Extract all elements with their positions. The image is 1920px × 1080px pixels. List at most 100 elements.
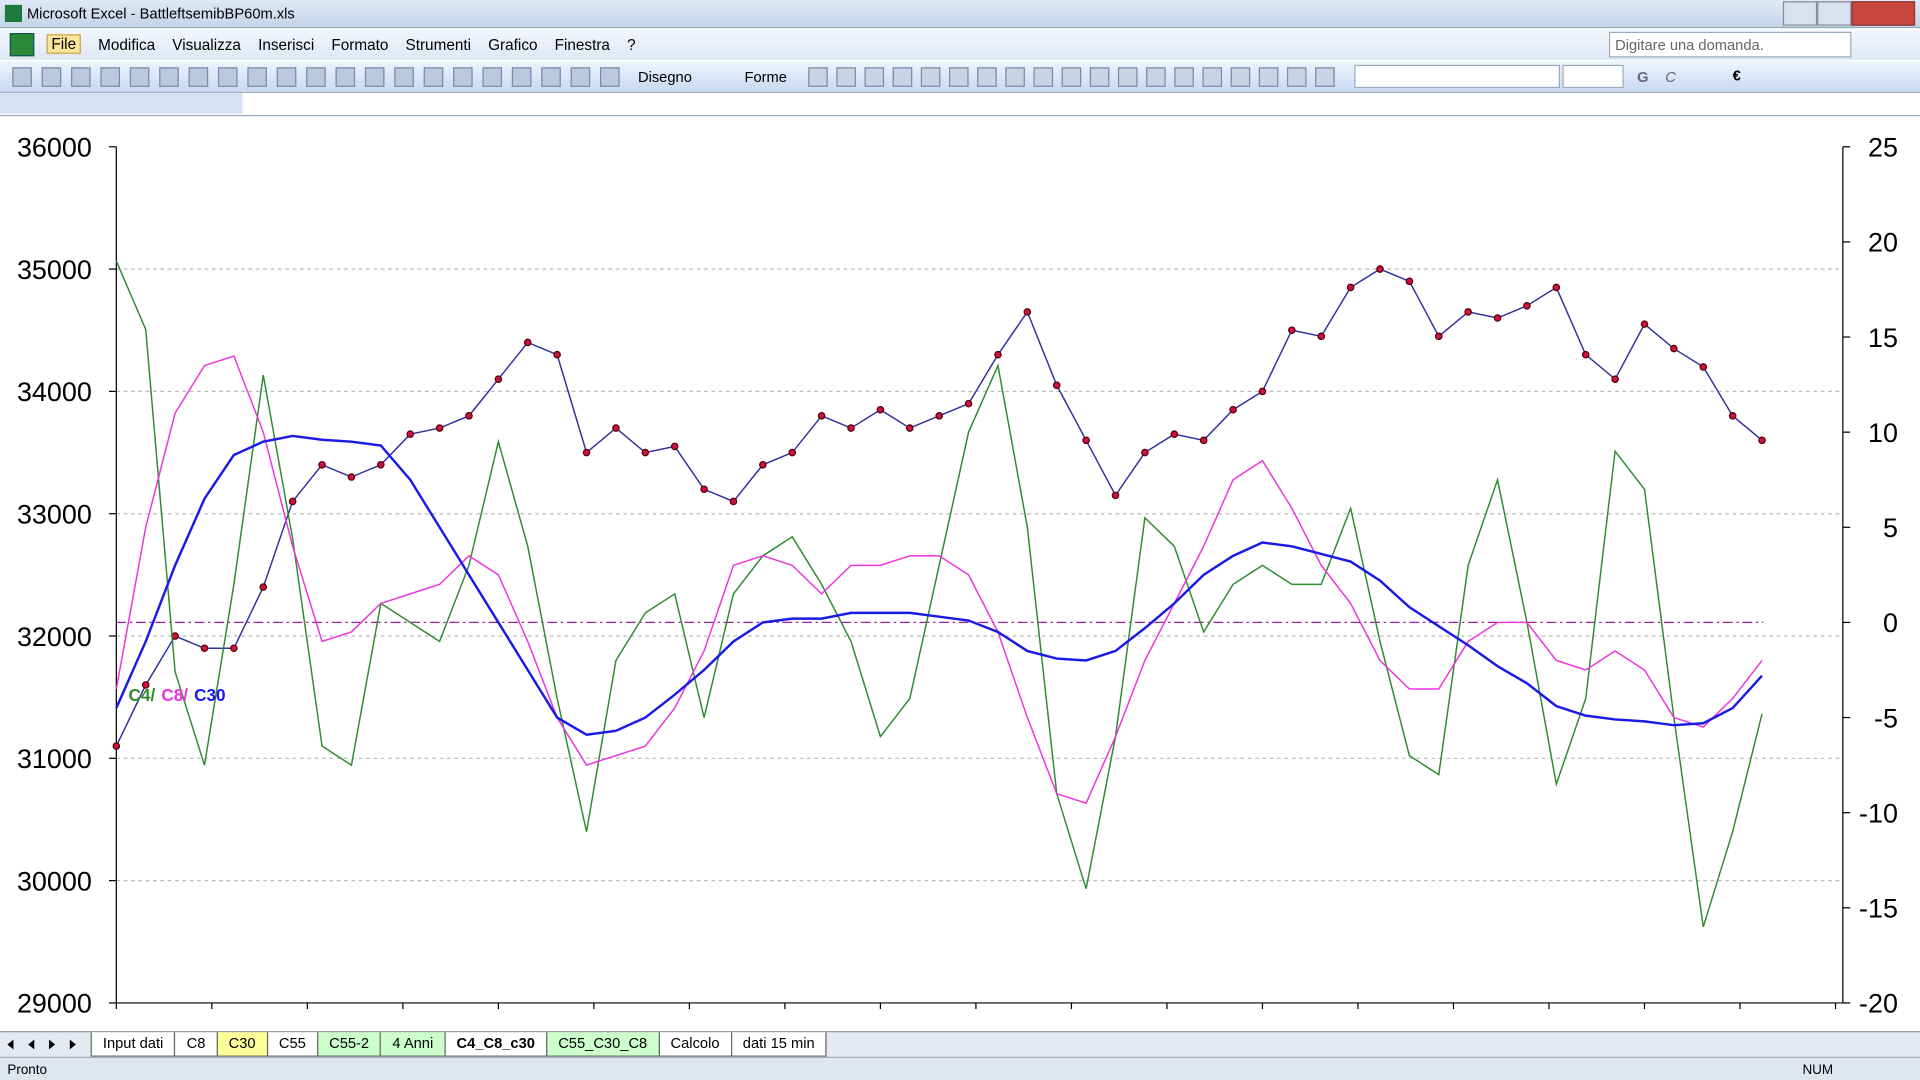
maximize[interactable] xyxy=(1817,1,1852,26)
menu-item[interactable]: Grafico xyxy=(488,36,538,54)
tool-icon[interactable] xyxy=(1315,67,1335,87)
menu-item[interactable]: Strumenti xyxy=(405,36,472,54)
bold-button[interactable]: G xyxy=(1637,68,1649,86)
tool-icon[interactable] xyxy=(1061,67,1082,87)
marker xyxy=(1611,375,1619,383)
currency-button[interactable]: € xyxy=(1732,67,1741,85)
help-text: Digitare una domanda. xyxy=(1615,36,1764,54)
size-box[interactable] xyxy=(1562,64,1624,89)
y-tick-label: 29000 xyxy=(17,989,92,1019)
tool-icon[interactable] xyxy=(335,67,356,87)
shapes-menu[interactable]: Forme xyxy=(744,68,787,86)
marker xyxy=(788,448,797,457)
tab-scroll[interactable] xyxy=(28,1039,35,1050)
tool-icon[interactable] xyxy=(247,67,267,87)
tool-icon[interactable] xyxy=(1117,67,1138,87)
font-box[interactable] xyxy=(1354,64,1561,89)
tool-icon[interactable] xyxy=(423,67,444,87)
marker xyxy=(1141,448,1149,457)
tool-icon[interactable] xyxy=(892,67,913,87)
tool-icon[interactable] xyxy=(948,67,969,87)
marker xyxy=(465,412,473,420)
tab-scroll[interactable] xyxy=(7,1039,14,1050)
menu-item[interactable]: Formato xyxy=(331,36,389,54)
tab-label: C55-2 xyxy=(329,1034,370,1052)
marker xyxy=(582,448,591,457)
tool-icon[interactable] xyxy=(1033,67,1054,87)
sheet-tab[interactable]: C4_C8_c30 xyxy=(444,1032,548,1057)
tool-icon[interactable] xyxy=(129,67,150,87)
tool-icon[interactable] xyxy=(864,67,885,87)
tool-icon[interactable] xyxy=(41,67,62,87)
marker xyxy=(1670,344,1678,353)
tool-icon[interactable] xyxy=(1089,67,1110,87)
menu-item[interactable]: ? xyxy=(627,36,636,54)
marker xyxy=(1111,491,1120,500)
tool-icon[interactable] xyxy=(1258,67,1279,87)
tool-icon[interactable] xyxy=(217,67,238,87)
window-title: Microsoft Excel - BattleftsemibBP60m.xls xyxy=(26,4,295,23)
tool-icon[interactable] xyxy=(71,67,91,87)
menu-item[interactable]: Visualizza xyxy=(172,36,241,54)
sheet-tab[interactable]: dati 15 min xyxy=(730,1032,827,1057)
name-box[interactable] xyxy=(0,92,243,114)
tool-icon[interactable] xyxy=(977,67,997,87)
status-text: Pronto xyxy=(7,1062,48,1078)
tool-icon[interactable] xyxy=(159,67,179,87)
marker xyxy=(1464,308,1472,316)
draw-menu[interactable]: Disegno xyxy=(637,68,692,86)
tool-icon[interactable] xyxy=(1005,67,1025,87)
tab-scroll[interactable] xyxy=(48,1039,56,1050)
tool-icon[interactable] xyxy=(920,67,941,87)
marker xyxy=(523,338,532,347)
marker xyxy=(406,430,415,438)
tool-icon[interactable] xyxy=(482,67,503,87)
marker xyxy=(1170,430,1179,438)
tool-icon[interactable] xyxy=(511,67,532,87)
tool-icon[interactable] xyxy=(276,67,297,87)
tool-icon[interactable] xyxy=(364,67,385,87)
help-box[interactable]: Digitare una domanda. xyxy=(1608,31,1852,58)
series-line xyxy=(115,434,1763,736)
sheet-tab[interactable]: Calcolo xyxy=(658,1032,732,1057)
tool-icon[interactable] xyxy=(453,67,473,87)
menu-item[interactable]: Inserisci xyxy=(258,36,315,54)
italic-button[interactable]: C xyxy=(1665,68,1676,86)
menu-item[interactable]: Modifica xyxy=(98,36,156,54)
menu-item[interactable]: File xyxy=(46,34,82,54)
marker xyxy=(759,460,767,469)
tool-icon[interactable] xyxy=(188,67,209,87)
y-tick-label: 30000 xyxy=(17,866,92,896)
tool-icon[interactable] xyxy=(1146,67,1166,87)
marker xyxy=(230,644,238,653)
tool-icon[interactable] xyxy=(394,67,414,87)
sheet-tab[interactable]: C8 xyxy=(174,1032,218,1057)
tool-icon[interactable] xyxy=(100,67,121,87)
close[interactable] xyxy=(1851,1,1916,26)
tool-icon[interactable] xyxy=(1230,67,1251,87)
sheet-tab[interactable]: C55 xyxy=(266,1032,319,1057)
tool-icon[interactable] xyxy=(12,67,32,87)
tool-icon[interactable] xyxy=(1174,67,1194,87)
tool-icon[interactable] xyxy=(808,67,828,87)
tool-icon[interactable] xyxy=(836,67,856,87)
tool-icon[interactable] xyxy=(1286,67,1307,87)
marker xyxy=(1405,277,1414,286)
sheet-tab[interactable]: C30 xyxy=(216,1032,268,1057)
tool-icon[interactable] xyxy=(570,67,591,87)
sheet-tab[interactable]: C55-2 xyxy=(316,1032,382,1057)
sheet-tab[interactable]: 4 Anni xyxy=(380,1032,446,1057)
sheet-tab[interactable]: Input dati xyxy=(90,1032,176,1057)
marker xyxy=(817,412,826,420)
minimize[interactable] xyxy=(1782,1,1818,26)
marker xyxy=(377,460,385,469)
tool-icon[interactable] xyxy=(600,67,620,87)
marker xyxy=(906,424,914,432)
menu-item[interactable]: Finestra xyxy=(554,36,610,54)
sheet-tab[interactable]: C55_C30_C8 xyxy=(545,1032,660,1057)
y2-tick-label: 5 xyxy=(1883,513,1898,543)
tool-icon[interactable] xyxy=(1202,67,1223,87)
tab-scroll[interactable] xyxy=(69,1039,76,1050)
tool-icon[interactable] xyxy=(306,67,326,87)
tool-icon[interactable] xyxy=(541,67,561,87)
